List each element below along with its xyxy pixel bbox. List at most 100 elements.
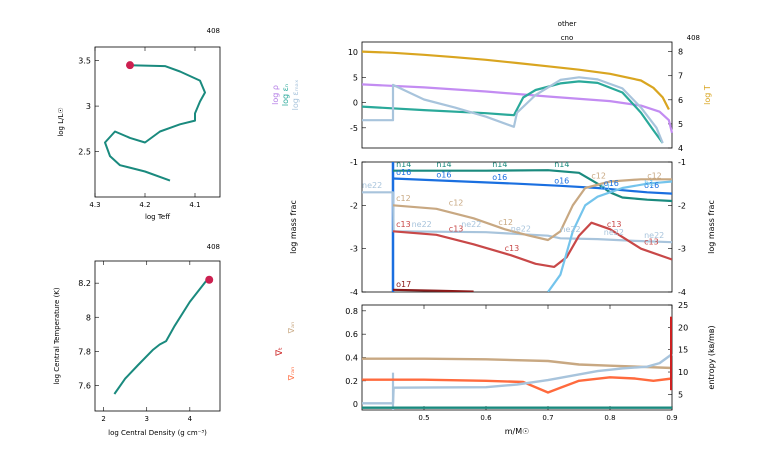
rhoc-ytick-label: 7.6 [78,381,91,390]
hr-frame [94,46,221,198]
rhoc-ytick-label: 8.2 [78,279,91,288]
top-subtitle-other: other [558,20,577,28]
bot-ytick-label: 0 [353,400,358,409]
rhoc-xtick-label: 3 [144,415,148,423]
rhoc-ytick-label: 8 [86,313,91,322]
mid-frame [361,161,673,293]
bot-ytick-label: 0.8 [345,307,358,316]
mid-series-label-c12: c12 [449,198,464,207]
hr-ylabel: log L/L☉ [57,107,65,136]
top-profile-line [361,80,664,144]
hr-model-number: 408 [207,27,220,35]
top-ytick-label: 10 [348,48,358,57]
mid-series-label-n14: n14 [396,160,411,169]
rhoc-current-point [205,275,214,284]
mid-series-label-c12: c12 [396,194,411,203]
bot-profile-line [362,357,673,370]
top-left-axis-label: log εₙ [281,84,290,106]
rhoc-xtick-label: 2 [101,415,105,423]
mid-series-label-ne22: ne22 [412,220,432,229]
top-y2tick-label: 4 [678,144,683,153]
mid-line-o16 [392,177,672,195]
rhoc-model-number: 408 [207,243,220,251]
rhoc-track-line [113,279,208,395]
mid-left-axis-label: log mass frac [289,200,298,254]
mid-series-label-o17: o17 [396,280,411,289]
mid-y2tick-label: -1 [678,158,686,167]
hr-ytick-label: 3.5 [78,57,91,66]
mid-series-label-c12: c12 [498,218,513,227]
mid-series-label-n14: n14 [554,160,569,169]
mid-y2tick-label: -3 [678,245,686,254]
bot-left-axis-label-ad: ∇ₐₙ [287,322,296,335]
mid-series-label-ne22: ne22 [560,225,580,234]
bot-ytick-label: 0.4 [345,354,358,363]
top-profile-line [361,83,674,134]
mid-series-label-c12: c12 [591,171,606,180]
mid-series-label-c13: c13 [505,244,520,253]
top-subtitle-cno: cno [561,34,574,42]
mid-series-label-ne22: ne22 [604,228,624,237]
mid-series-label-o16: o16 [604,179,619,188]
mid-ytick-label: -2 [350,201,358,210]
bot-ytick-label: 0.2 [345,377,358,386]
bot-y2tick-label: 20 [678,323,688,332]
bot-y2tick-label: 15 [678,346,688,355]
mid-right-axis-label: log mass frac [707,200,716,254]
top-y2tick-label: 6 [678,96,683,105]
top-profile-line [361,50,670,111]
rhoc-xlabel: log Central Density (g cm⁻³) [108,429,207,437]
mid-series-label-c13: c13 [396,220,411,229]
top-y2tick-label: 8 [678,48,683,57]
mid-series-label-c12: c12 [647,171,662,180]
bot-xlabel: m/M☉ [505,427,530,436]
top-y2tick-label: 7 [678,72,683,81]
hr-ytick-label: 3 [86,102,91,111]
top-left-axis-label: log εₘₐₓ [291,79,300,110]
mid-ytick-label: -3 [350,245,358,254]
top-left-axis-label: log ρ [271,85,280,105]
mid-line-c13 [392,221,672,268]
bot-xtick-label: 0.9 [666,414,677,422]
bot-ytick-label: 0.6 [345,330,358,339]
mid-series-label-h1: h1 [644,179,654,188]
mid-series-label-o16: o16 [644,181,659,190]
bot-xtick-label: 0.7 [542,414,553,422]
mid-series-label-o16: o16 [554,177,569,186]
top-ytick-label: 0 [353,99,358,108]
mid-series-label-o16: o16 [436,171,451,180]
hr-ytick-label: 2.5 [78,148,91,157]
hr-xtick-label: 4.1 [189,201,200,209]
mid-series-label-ne22: ne22 [362,181,382,190]
mid-series-label-n14: n14 [492,160,507,169]
mid-y2tick-label: -2 [678,201,686,210]
mid-series-label-h1: h1 [601,183,611,192]
hr-track-line [104,64,206,182]
bot-y2tick-label: 10 [678,368,688,377]
top-frame [361,41,673,149]
mid-series-label-c13: c13 [644,237,659,246]
bot-y2tick-label: 25 [678,301,688,310]
bot-xtick-label: 0.8 [604,414,615,422]
hr-xlabel: log Teff [145,213,170,221]
bot-profile-line [362,376,673,394]
mid-line-c12 [392,178,672,242]
mid-ytick-label: -1 [350,158,358,167]
bot-profile-line [362,353,673,405]
mid-series-label-n14: n14 [436,160,451,169]
rhoc-xtick-label: 4 [188,415,193,423]
bot-xtick-label: 0.5 [418,414,429,422]
mid-line-o17 [392,288,474,292]
bot-left-axis-label-rad: ∇ᵣₐₙ [287,367,296,382]
top-y2tick-label: 5 [678,120,683,129]
top-ytick-label: -5 [350,124,358,133]
rhoc-ytick-label: 7.8 [78,347,91,356]
mid-y2tick-label: -4 [678,288,686,297]
bot-y2tick-label: 5 [678,390,683,399]
mid-series-label-o16: o16 [396,168,411,177]
top-model-number: 408 [687,34,700,42]
top-right-axis-label: log T [703,85,712,105]
